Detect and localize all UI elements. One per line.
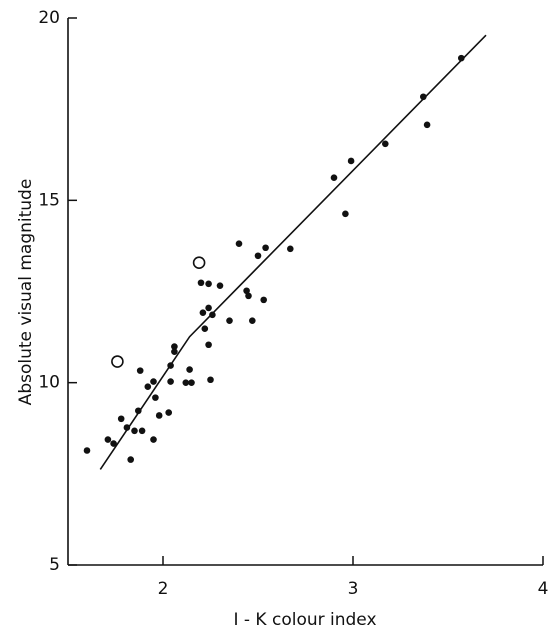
point [205,280,212,288]
point [209,311,216,319]
y-tick-label: 20 [38,8,60,28]
point [150,436,157,443]
point [127,456,134,463]
x-tick-label: 4 [538,579,549,599]
point [131,427,138,435]
point [205,304,212,312]
point [226,317,233,324]
point [330,174,338,182]
point [150,378,157,385]
point [144,383,152,390]
point [186,366,193,373]
point [138,427,146,435]
point [171,343,178,350]
point [110,440,117,447]
point [423,121,431,129]
point [83,447,91,454]
point [287,245,294,253]
point [262,244,269,252]
point [197,279,205,287]
open-point [111,355,124,368]
point [207,376,214,384]
point [152,394,159,401]
x-tick-label: 2 [158,579,169,599]
y-axis-label: Absolute visual magnitude [16,179,36,406]
y-tick-label: 5 [49,555,60,575]
fit-line [99,34,487,470]
point [123,424,131,431]
y-tick-label: 15 [38,190,60,210]
point [205,341,212,349]
point [201,325,209,332]
point [347,157,355,165]
point [135,407,142,415]
point [245,292,252,300]
y-tick-label: 10 [38,373,60,393]
point [458,54,465,62]
point [342,210,349,218]
point [167,378,174,385]
point [243,287,250,295]
point [171,348,178,355]
point [254,252,262,260]
point [260,296,268,304]
point [136,367,144,374]
point [167,362,174,369]
point [155,412,163,419]
point [104,436,112,443]
point [420,93,427,101]
x-axis-label: I - K colour index [233,610,376,630]
point [188,379,195,386]
point [382,140,389,148]
point [235,240,243,248]
point [249,317,256,324]
point [216,282,224,289]
point [182,379,190,386]
x-tick-label: 3 [348,579,359,599]
point [199,309,207,316]
point [165,409,172,416]
open-point [192,256,206,269]
point [117,415,125,423]
